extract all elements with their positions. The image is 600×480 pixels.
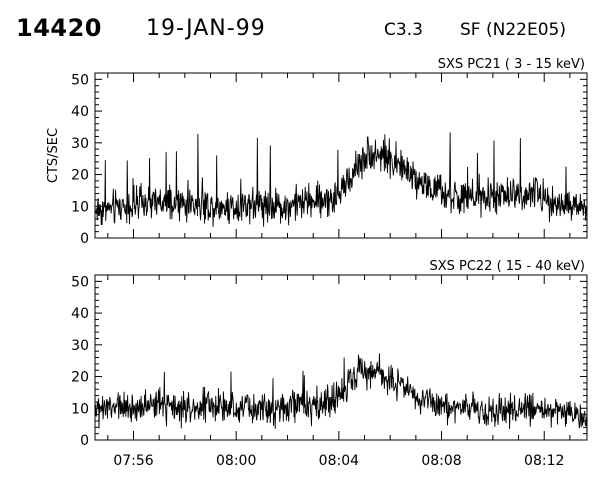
y-tick-label: 50 <box>71 274 89 290</box>
x-tick-label: 08:08 <box>421 453 461 469</box>
y-tick-label: 20 <box>71 370 89 386</box>
x-tick-label: 08:04 <box>319 453 359 469</box>
x-tick-label: 08:12 <box>524 453 564 469</box>
panel-title-1: SXS PC21 ( 3 - 15 keV) <box>438 57 585 72</box>
y-tick-label: 50 <box>71 72 89 88</box>
y-tick-label: 10 <box>71 199 89 215</box>
y-tick-label: 30 <box>71 136 89 152</box>
plot-frame-1 <box>94 72 588 239</box>
flare-goes-class: C3.3 <box>384 20 423 40</box>
chart-header: 14420 19-JAN-99 C3.3 SF (N22E05) <box>0 0 600 60</box>
y-tick-label: 20 <box>71 168 89 184</box>
y-tick-label: 40 <box>71 306 89 322</box>
flare-number: 14420 <box>16 14 102 42</box>
y-tick-label: 10 <box>71 401 89 417</box>
panel-title-2: SXS PC22 ( 15 - 40 keV) <box>429 259 585 274</box>
flare-date: 19-JAN-99 <box>146 16 266 41</box>
y-axis-label: CTS/SEC <box>46 128 61 183</box>
series-line-1 <box>94 132 588 227</box>
y-tick-label: 0 <box>80 433 89 449</box>
y-tick-label: 30 <box>71 338 89 354</box>
y-tick-label: 0 <box>80 231 89 247</box>
series-line-2 <box>94 353 588 437</box>
x-tick-label: 08:00 <box>216 453 256 469</box>
flare-location: SF (N22E05) <box>460 20 566 40</box>
x-tick-label: 07:56 <box>113 453 153 469</box>
y-tick-label: 40 <box>71 104 89 120</box>
